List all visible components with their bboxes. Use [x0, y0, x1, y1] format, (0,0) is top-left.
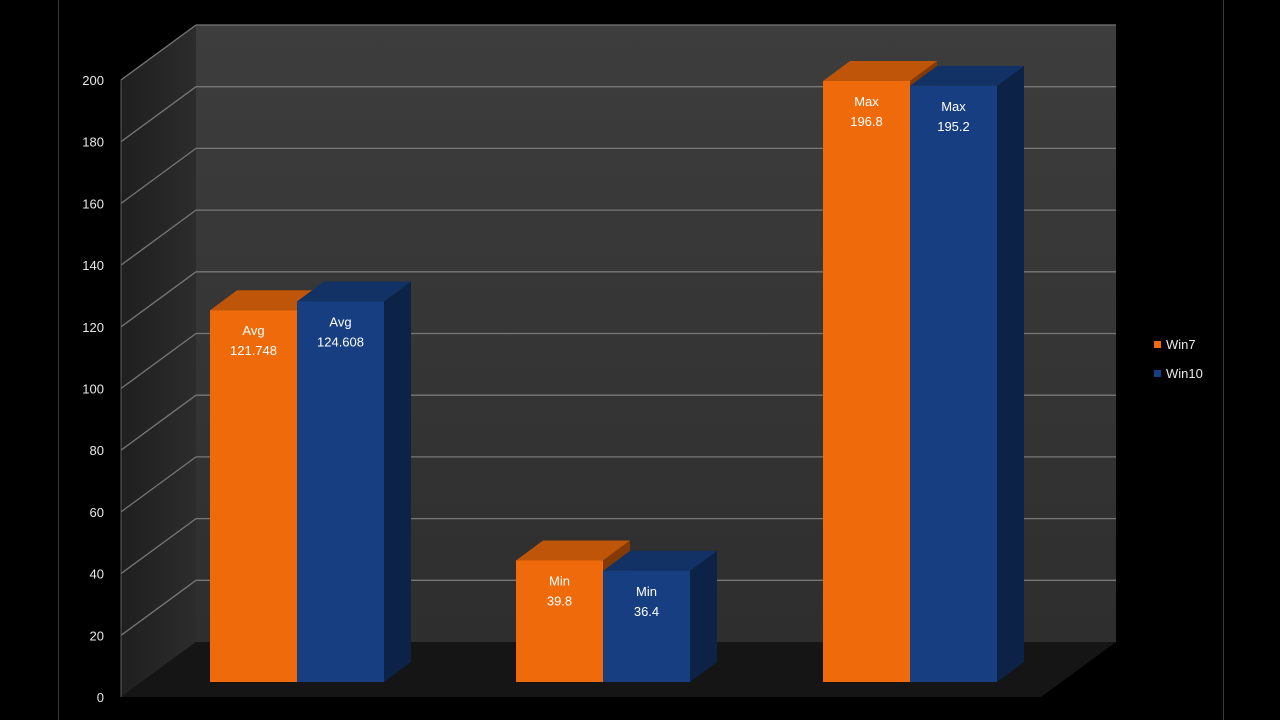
- bar-top: [297, 281, 411, 302]
- data-label-value: 196.8: [850, 114, 883, 129]
- gridline-side: [120, 579, 197, 636]
- y-tick-label: 20: [90, 628, 104, 643]
- data-label-value: 195.2: [937, 119, 970, 134]
- gridline-side: [120, 24, 197, 81]
- legend-swatch-win10: [1154, 370, 1161, 377]
- chart-frame: 0 20 40 60 80 100 120 140 160 180 200 Avg 121.748 Av…: [58, 0, 1224, 720]
- data-label-category: Max: [941, 99, 966, 114]
- y-tick-label: 40: [90, 567, 104, 582]
- gridline-side: [120, 518, 197, 575]
- legend-label-win7: Win7: [1166, 337, 1196, 352]
- legend-label-win10: Win10: [1166, 366, 1203, 381]
- bar-win10-max[interactable]: [910, 85, 997, 683]
- bar-side: [997, 65, 1024, 683]
- y-tick-label: 80: [90, 443, 104, 458]
- gridline-side: [120, 456, 197, 513]
- data-label-value: 36.4: [634, 604, 659, 619]
- bar-top: [910, 65, 1024, 86]
- bar-win7-max[interactable]: [823, 81, 910, 682]
- data-label-category: Avg: [242, 323, 264, 338]
- bar-top: [516, 540, 630, 561]
- y-tick-label: 0: [97, 690, 104, 705]
- data-label-value: 124.608: [317, 334, 364, 349]
- gridline-side: [120, 147, 197, 204]
- y-tick-label: 160: [82, 196, 104, 211]
- data-label-category: Max: [854, 94, 879, 109]
- y-tick-label: 120: [82, 320, 104, 335]
- bar-win7-min[interactable]: [516, 560, 603, 682]
- gridline-side: [120, 271, 197, 328]
- gridline-side: [120, 332, 197, 390]
- bar-top: [210, 290, 324, 311]
- gridline-side: [120, 209, 197, 266]
- legend-swatch-win7: [1154, 341, 1161, 348]
- data-label-category: Min: [636, 584, 657, 599]
- gridline-side: [120, 394, 197, 451]
- bar-win10-min[interactable]: [603, 570, 690, 682]
- legend: Win7 Win10: [1154, 337, 1203, 381]
- y-tick-label: 200: [82, 73, 104, 88]
- data-label-value: 121.748: [230, 343, 277, 358]
- gridline-side: [120, 86, 197, 143]
- bar-win10-avg[interactable]: [297, 301, 384, 682]
- bar-top: [823, 61, 937, 81]
- data-label-category: Avg: [329, 314, 351, 329]
- data-label-category: Min: [549, 573, 570, 588]
- y-tick-label: 180: [82, 135, 104, 150]
- bar-win7-avg[interactable]: [210, 310, 297, 682]
- y-tick-label: 60: [90, 505, 104, 520]
- bars: [210, 61, 1024, 683]
- bar-top: [603, 550, 717, 571]
- bar-side: [384, 281, 411, 682]
- data-label-value: 39.8: [547, 593, 572, 608]
- bar-side: [690, 550, 717, 682]
- y-tick-label: 100: [82, 382, 104, 397]
- y-tick-label: 140: [82, 258, 104, 273]
- y-axis: 0 20 40 60 80 100 120 140 160 180 200: [82, 73, 122, 705]
- data-labels: Avg 121.748 Avg 124.608 Min 39.8 Min 36.4 Max 196…: [230, 94, 970, 619]
